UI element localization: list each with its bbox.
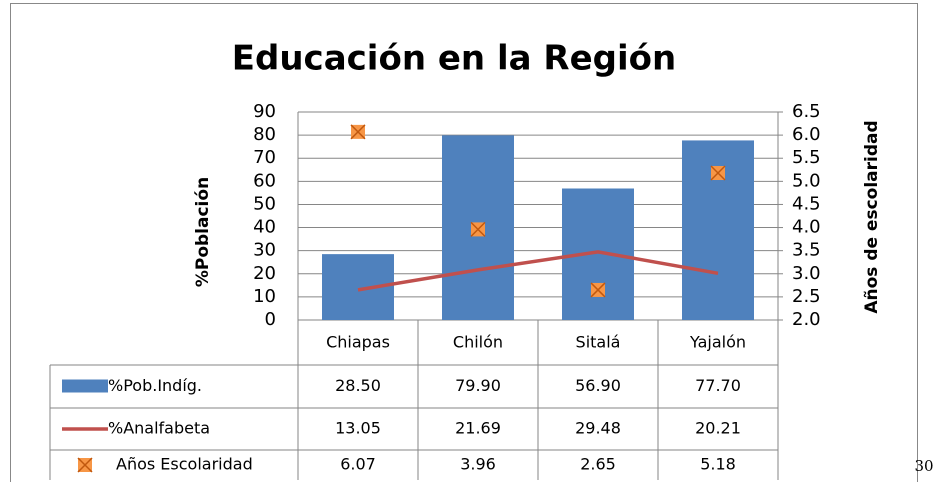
y2-tick-label: 3.5 [792, 240, 821, 261]
table-value: 28.50 [335, 376, 381, 395]
marker [590, 282, 606, 298]
y2-tick-label: 6.5 [792, 101, 821, 122]
marker [470, 221, 486, 237]
y2-tick-label: 5.5 [792, 147, 821, 168]
y-tick-label: 40 [253, 217, 276, 238]
y-tick-label: 10 [253, 286, 276, 307]
y-tick-label: 30 [253, 240, 276, 261]
y2-tick-label: 4.5 [792, 193, 821, 214]
table-value: 56.90 [575, 376, 621, 395]
marker [350, 124, 366, 140]
category-label: Chiapas [326, 333, 390, 352]
y2-tick-label: 4.0 [792, 217, 821, 238]
table-value: 5.18 [700, 455, 736, 474]
y-tick-label: 20 [253, 263, 276, 284]
category-label: Sitalá [576, 333, 621, 352]
category-label: Yajalón [689, 333, 746, 352]
y-tick-label: 90 [253, 101, 276, 122]
table-value: 6.07 [340, 455, 376, 474]
y2-tick-label: 5.0 [792, 170, 821, 191]
table-value: 20.21 [695, 419, 741, 438]
line [357, 250, 719, 292]
table-value: 79.90 [455, 376, 501, 395]
table-value: 29.48 [575, 419, 621, 438]
legend-label: %Pob.Indíg. [108, 376, 202, 395]
y2-axis-title: Años de escolaridad [862, 120, 882, 313]
table-value: 21.69 [455, 419, 501, 438]
legend-key [62, 379, 108, 393]
marker [77, 457, 93, 473]
y-tick-label: 70 [253, 147, 276, 168]
table-value: 13.05 [335, 419, 381, 438]
y2-tick-label: 3.0 [792, 263, 821, 284]
y2-tick-label: 6.0 [792, 124, 821, 145]
y-tick-label: 60 [253, 170, 276, 191]
y-axis-title: %Población [193, 177, 213, 287]
table-value: 2.65 [580, 455, 616, 474]
legend-label: Años Escolaridad [116, 455, 253, 474]
y-tick-label: 50 [253, 193, 276, 214]
y2-tick-label: 2.0 [792, 309, 821, 330]
y-tick-label: 0 [265, 309, 276, 330]
y2-tick-label: 2.5 [792, 286, 821, 307]
chart-title: Educación en la Región [232, 39, 676, 79]
page-number: 30 [914, 457, 933, 475]
category-label: Chilón [453, 333, 503, 352]
table-value: 3.96 [460, 455, 496, 474]
legend-label: %Analfabeta [108, 419, 210, 438]
y-tick-label: 80 [253, 124, 276, 145]
table-value: 77.70 [695, 376, 741, 395]
marker [710, 165, 726, 181]
